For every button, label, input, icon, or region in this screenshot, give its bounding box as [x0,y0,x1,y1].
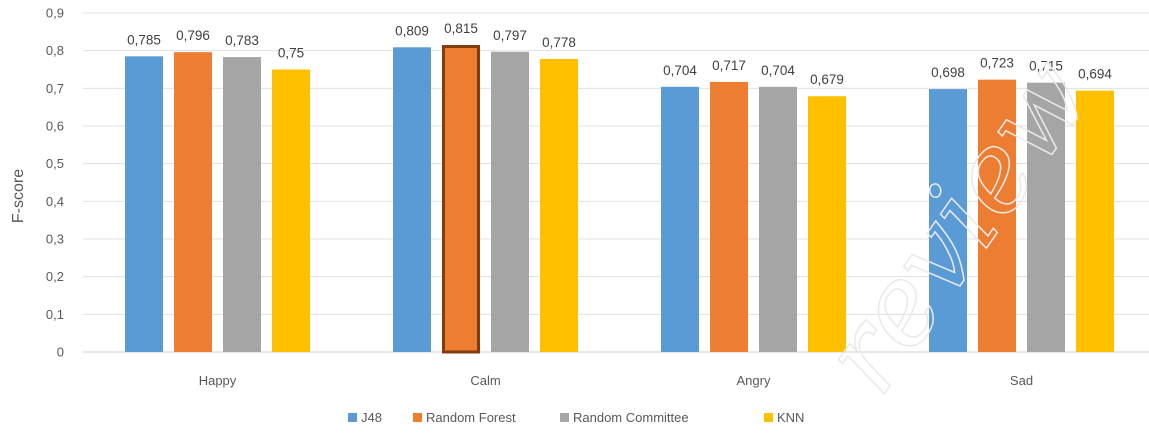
data-label: 0,796 [176,28,210,43]
legend-swatch [560,413,569,422]
y-tick-label: 0 [57,345,64,360]
data-label: 0,679 [810,72,844,87]
bar-angry-random-committee [759,86,797,353]
data-label: 0,797 [493,28,527,43]
bar-happy-random-committee [223,57,261,352]
legend-label: J48 [361,410,382,425]
bar-angry-random-forest [710,81,748,353]
bar-calm-j48 [393,47,431,352]
data-label: 0,783 [225,33,259,48]
x-tick-label: Happy [199,373,237,388]
bar-angry-j48 [661,86,699,353]
data-label: 0,717 [712,58,746,73]
bar-calm-random-committee [491,51,529,353]
y-axis-ticks: 0 0,1 0,2 0,3 0,4 0,5 0,6 0,7 0,8 0,9 [46,6,64,360]
bar-angry-knn [808,96,846,352]
bar-happy-j48 [125,56,163,353]
y-tick-label: 0,9 [46,6,64,21]
y-tick-label: 0,4 [46,194,64,209]
bars [125,45,1114,354]
bar-happy-random-forest [174,52,212,352]
data-label: 0,715 [1029,59,1063,74]
bar-sad-random-forest [978,79,1016,353]
data-label: 0,815 [444,21,478,36]
data-label: 0,778 [542,35,576,50]
y-tick-label: 0,8 [46,43,64,58]
bar-calm-knn [540,58,578,352]
data-label: 0,698 [931,65,965,80]
legend-swatch [348,413,357,422]
legend-label: KNN [777,410,804,425]
x-tick-label: Sad [1010,373,1033,388]
legend-swatch [764,413,773,422]
legend-swatch [413,413,422,422]
y-tick-label: 0,7 [46,81,64,96]
y-tick-label: 0,6 [46,119,64,134]
data-label: 0,75 [278,46,304,61]
bar-happy-knn [272,69,310,352]
y-tick-label: 0,5 [46,156,64,171]
bar-calm-random-forest [442,45,480,354]
data-label: 0,809 [395,23,429,38]
bar-sad-j48 [929,89,967,352]
data-label: 0,704 [663,63,697,78]
bar-sad-random-committee [1027,82,1065,352]
y-tick-label: 0,2 [46,269,64,284]
y-tick-label: 0,3 [46,232,64,247]
legend-label: Random Forest [426,410,516,425]
legend: J48 Random Forest Random Committee KNN [348,410,804,425]
bar-sad-knn [1076,90,1114,353]
x-tick-label: Calm [470,373,500,388]
data-labels: 0,785 0,796 0,783 0,75 0,809 0,815 0,797 0,778 0… [127,21,1112,87]
data-label: 0,704 [761,63,795,78]
y-tick-label: 0,1 [46,307,64,322]
x-axis-categories: Happy Calm Angry Sad [199,373,1033,388]
y-axis-title: F-score [10,169,27,223]
data-label: 0,785 [127,32,161,47]
data-label: 0,723 [980,56,1014,71]
x-tick-label: Angry [737,373,771,388]
data-label: 0,694 [1078,67,1112,82]
legend-label: Random Committee [573,410,689,425]
